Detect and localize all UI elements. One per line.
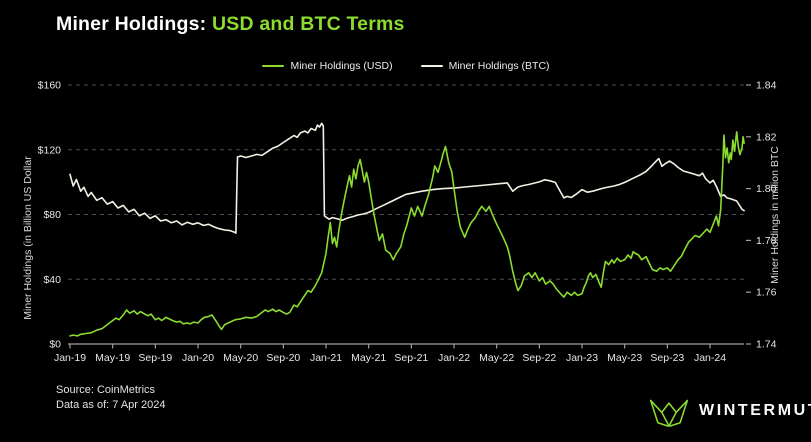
wintermute-logo-text: WINTERMUTE <box>699 402 811 419</box>
gridlines <box>68 84 744 280</box>
svg-text:Sep-23: Sep-23 <box>650 352 684 364</box>
wintermute-brand: WINTERMUTE <box>648 394 811 428</box>
svg-text:Jan-23: Jan-23 <box>566 352 598 364</box>
usd-line-swatch <box>262 64 285 68</box>
svg-text:$80: $80 <box>43 209 61 221</box>
left-axis-title: Miner Holdings (in Billion US Dollar <box>22 156 34 320</box>
svg-text:$120: $120 <box>38 144 62 156</box>
svg-text:May-22: May-22 <box>479 352 514 364</box>
svg-text:$160: $160 <box>38 80 62 92</box>
btc-series-line <box>69 122 745 234</box>
as-of-text: Data as of: 7 Apr 2024 <box>56 399 166 411</box>
svg-text:Sep-19: Sep-19 <box>138 352 172 364</box>
svg-text:1.74: 1.74 <box>756 339 777 351</box>
left-axis-ticks: $160 $120 $80 $40 $0 <box>38 80 62 351</box>
svg-text:Jan-19: Jan-19 <box>54 352 86 364</box>
svg-text:Jan-24: Jan-24 <box>694 352 726 364</box>
chart-legend: Miner Holdings (USD) Miner Holdings (BTC… <box>68 60 744 72</box>
svg-text:Jan-22: Jan-22 <box>438 352 470 364</box>
svg-text:Sep-22: Sep-22 <box>522 352 556 364</box>
svg-text:1.76: 1.76 <box>756 287 777 299</box>
x-axis: Jan-19 May-19 Sep-19 Jan-20 May-20 Sep-20 Jan-… <box>54 343 744 364</box>
svg-text:May-20: May-20 <box>223 352 258 364</box>
title-highlight: USD and BTC Terms <box>211 13 405 35</box>
page-title: Miner Holdings: USD and BTC Terms <box>56 13 405 36</box>
legend-label-usd: Miner Holdings (USD) <box>290 60 393 72</box>
legend-item-btc: Miner Holdings (BTC) <box>420 60 550 72</box>
source-text: Source: CoinMetrics <box>56 384 156 396</box>
plot-area: Jan-19 May-19 Sep-19 Jan-20 May-20 Sep-20 Jan-… <box>38 80 777 365</box>
svg-text:Jan-20: Jan-20 <box>182 352 214 364</box>
wintermute-logo-icon <box>649 399 689 427</box>
svg-text:1.84: 1.84 <box>756 80 777 92</box>
title-prefix: Miner Holdings: <box>56 13 212 35</box>
svg-text:Sep-20: Sep-20 <box>266 352 300 364</box>
usd-series-line <box>69 131 745 337</box>
svg-text:May-21: May-21 <box>351 352 386 364</box>
svg-text:Jan-21: Jan-21 <box>310 352 342 364</box>
svg-text:$0: $0 <box>49 339 61 351</box>
right-axis-title: Miner Holdings in million BTC <box>769 146 781 284</box>
chart-footer: Source: CoinMetrics Data as of: 7 Apr 20… <box>56 383 165 413</box>
svg-text:$40: $40 <box>43 274 61 286</box>
legend-label-btc: Miner Holdings (BTC) <box>448 60 550 72</box>
right-axis-ticks: 1.84 1.82 1.80 1.78 1.76 1.74 <box>746 80 777 351</box>
svg-text:1.78: 1.78 <box>756 235 777 247</box>
svg-text:1.82: 1.82 <box>756 131 777 143</box>
svg-text:May-23: May-23 <box>607 352 642 364</box>
legend-item-usd: Miner Holdings (USD) <box>262 60 393 72</box>
svg-text:May-19: May-19 <box>95 352 130 364</box>
btc-line-swatch <box>420 64 443 68</box>
svg-text:Sep-21: Sep-21 <box>394 352 428 364</box>
svg-text:1.80: 1.80 <box>756 183 777 195</box>
